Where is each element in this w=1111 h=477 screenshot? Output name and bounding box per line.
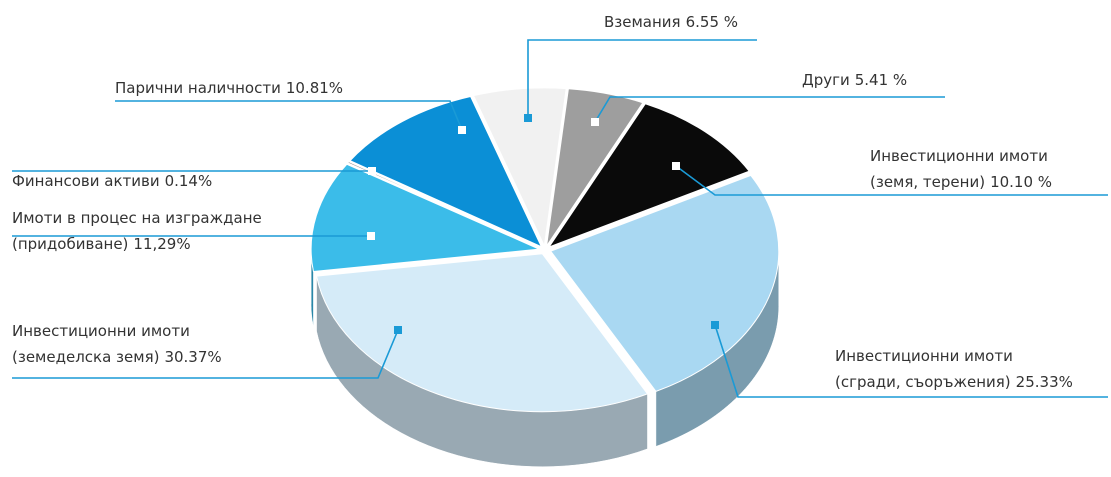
category-label: Инвестиционни имоти (земеделска земя) (12, 322, 190, 366)
category-label: Вземания (604, 13, 681, 31)
pie-slice (549, 174, 780, 392)
slice-label: Други 5.41 % (802, 67, 907, 93)
leader-marker (367, 232, 375, 240)
leader-marker (711, 321, 719, 329)
leader-line (115, 100, 463, 131)
slice-label: Имоти в процес на изграждане (придобиван… (12, 205, 262, 257)
value-label: 10.81% (285, 79, 344, 97)
category-label: Инвестиционни имоти (земя, терени) (870, 147, 1048, 191)
pie-slice (346, 161, 541, 249)
leader-marker (368, 167, 376, 175)
leader-marker (394, 326, 402, 334)
leader-line (675, 165, 1108, 196)
value-label: 5.41 % (854, 71, 908, 89)
slice-label: Финансови активи 0.14% (12, 168, 212, 194)
category-label: Други (802, 71, 850, 89)
category-label: Парични наличности (115, 79, 281, 97)
slice-label: Парични наличности 10.81% (115, 75, 343, 101)
leader-line (527, 39, 757, 118)
pie-slice (315, 253, 649, 413)
leader-marker (672, 162, 680, 170)
value-label: 6.55 % (685, 13, 739, 31)
leader-marker (458, 126, 466, 134)
slice-label: Инвестиционни имоти (сгради, съоръжения)… (835, 343, 1073, 395)
slice-label: Инвестиционни имоти (земеделска земя) 30.… (12, 318, 222, 370)
category-label: Инвестиционни имоти (сгради, съоръжения) (835, 347, 1013, 391)
value-label: 10.10 % (990, 173, 1053, 191)
value-label: 30.37% (164, 348, 222, 366)
category-label: Имоти в процес на изграждане (придобиван… (12, 209, 262, 253)
value-label: 11,29% (133, 235, 191, 253)
pie-slice (472, 87, 567, 248)
category-label: Финансови активи (12, 172, 160, 190)
value-label: 25.33% (1015, 373, 1073, 391)
pie-slice (546, 88, 644, 247)
slice-label: Инвестиционни имоти (земя, терени) 10.10 … (870, 143, 1052, 195)
leader-marker (524, 114, 532, 122)
leader-line (12, 329, 399, 379)
pie-slice (349, 95, 543, 248)
leader-marker (591, 118, 599, 126)
pie-slice (547, 103, 750, 248)
slice-label: Вземания 6.55 % (604, 9, 738, 35)
leader-line (714, 324, 1108, 398)
leader-line (594, 96, 945, 123)
value-label: 0.14% (164, 172, 213, 190)
